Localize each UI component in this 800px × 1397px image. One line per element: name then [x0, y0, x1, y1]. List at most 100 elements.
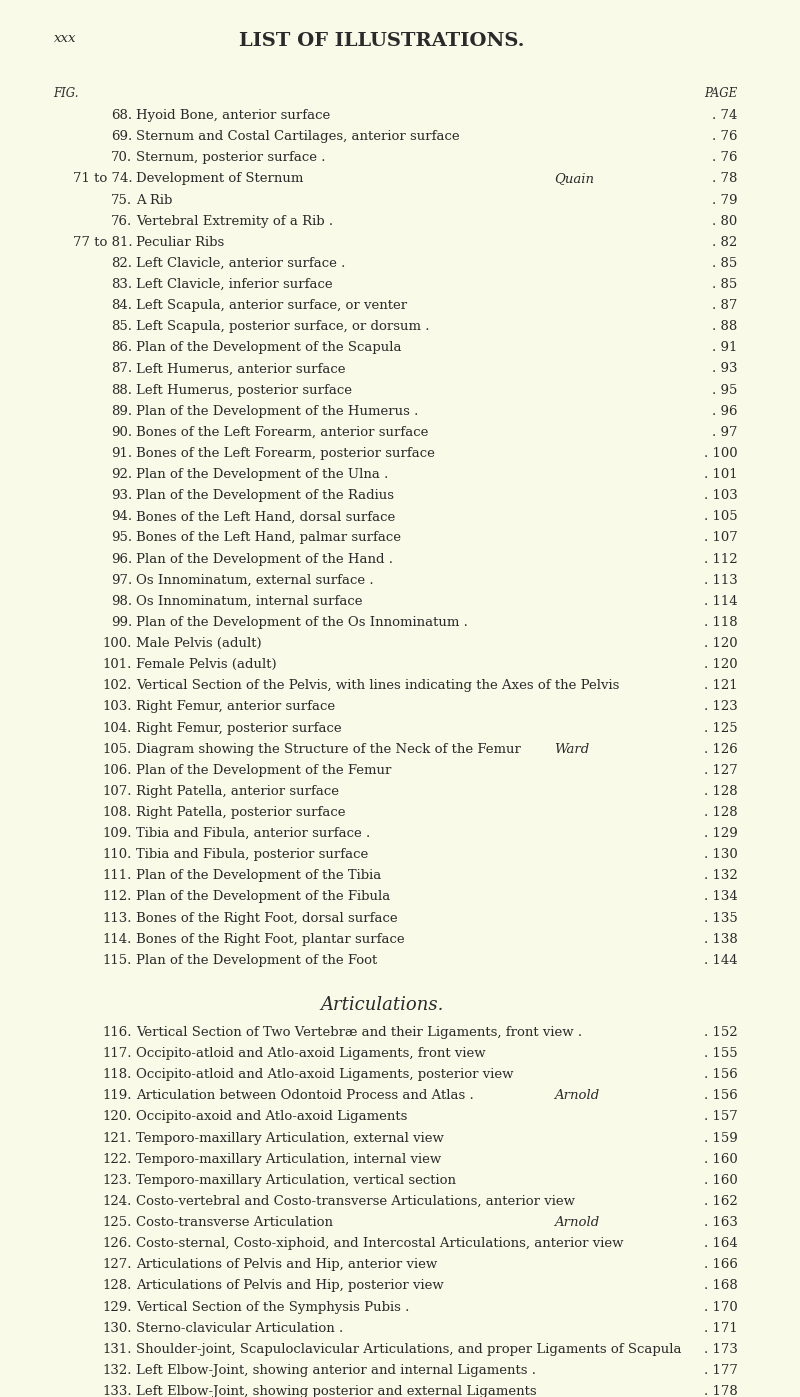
- Text: Temporo-maxillary Articulation, external view: Temporo-maxillary Articulation, external…: [136, 1132, 444, 1144]
- Text: Sternum, posterior surface .: Sternum, posterior surface .: [136, 151, 326, 165]
- Text: Costo-sternal, Costo-xiphoid, and Intercostal Articulations, anterior view: Costo-sternal, Costo-xiphoid, and Interc…: [136, 1238, 623, 1250]
- Text: Diagram showing the Structure of the Neck of the Femur: Diagram showing the Structure of the Nec…: [136, 743, 521, 756]
- Text: . 100: . 100: [704, 447, 738, 460]
- Text: Plan of the Development of the Fibula: Plan of the Development of the Fibula: [136, 890, 390, 904]
- Text: Left Humerus, posterior surface: Left Humerus, posterior surface: [136, 384, 352, 397]
- Text: Costo-vertebral and Costo-transverse Articulations, anterior view: Costo-vertebral and Costo-transverse Art…: [136, 1194, 575, 1208]
- Text: . 156: . 156: [704, 1069, 738, 1081]
- Text: Plan of the Development of the Ulna .: Plan of the Development of the Ulna .: [136, 468, 388, 481]
- Text: 101.: 101.: [103, 658, 132, 671]
- Text: . 76: . 76: [712, 151, 738, 165]
- Text: 108.: 108.: [103, 806, 132, 819]
- Text: 86.: 86.: [111, 341, 132, 355]
- Text: 118.: 118.: [103, 1069, 132, 1081]
- Text: . 160: . 160: [704, 1153, 738, 1165]
- Text: 68.: 68.: [111, 109, 132, 122]
- Text: Sterno-clavicular Articulation .: Sterno-clavicular Articulation .: [136, 1322, 343, 1334]
- Text: 119.: 119.: [102, 1090, 132, 1102]
- Text: Right Femur, posterior surface: Right Femur, posterior surface: [136, 721, 342, 735]
- Text: 122.: 122.: [103, 1153, 132, 1165]
- Text: Left Elbow-Joint, showing posterior and external Ligaments: Left Elbow-Joint, showing posterior and …: [136, 1384, 537, 1397]
- Text: Left Elbow-Joint, showing anterior and internal Ligaments .: Left Elbow-Joint, showing anterior and i…: [136, 1363, 536, 1377]
- Text: Right Patella, anterior surface: Right Patella, anterior surface: [136, 785, 339, 798]
- Text: Vertebral Extremity of a Rib .: Vertebral Extremity of a Rib .: [136, 215, 333, 228]
- Text: 94.: 94.: [111, 510, 132, 524]
- Text: 128.: 128.: [103, 1280, 132, 1292]
- Text: Occipito-atloid and Atlo-axoid Ligaments, front view: Occipito-atloid and Atlo-axoid Ligaments…: [136, 1048, 486, 1060]
- Text: Hyoid Bone, anterior surface: Hyoid Bone, anterior surface: [136, 109, 330, 122]
- Text: . 144: . 144: [704, 954, 738, 967]
- Text: Development of Sternum: Development of Sternum: [136, 172, 303, 186]
- Text: . 126: . 126: [704, 743, 738, 756]
- Text: . 127: . 127: [704, 764, 738, 777]
- Text: . 120: . 120: [704, 637, 738, 650]
- Text: A Rib: A Rib: [136, 194, 172, 207]
- Text: Articulations of Pelvis and Hip, posterior view: Articulations of Pelvis and Hip, posteri…: [136, 1280, 444, 1292]
- Text: Tibia and Fibula, anterior surface .: Tibia and Fibula, anterior surface .: [136, 827, 370, 840]
- Text: 96.: 96.: [111, 553, 132, 566]
- Text: Vertical Section of the Symphysis Pubis .: Vertical Section of the Symphysis Pubis …: [136, 1301, 410, 1313]
- Text: . 78: . 78: [712, 172, 738, 186]
- Text: 116.: 116.: [102, 1025, 132, 1039]
- Text: 88.: 88.: [111, 384, 132, 397]
- Text: 93.: 93.: [111, 489, 132, 502]
- Text: . 138: . 138: [704, 933, 738, 946]
- Text: . 129: . 129: [704, 827, 738, 840]
- Text: . 155: . 155: [704, 1048, 738, 1060]
- Text: Vertical Section of the Pelvis, with lines indicating the Axes of the Pelvis: Vertical Section of the Pelvis, with lin…: [136, 679, 619, 693]
- Text: 106.: 106.: [102, 764, 132, 777]
- Text: Tibia and Fibula, posterior surface: Tibia and Fibula, posterior surface: [136, 848, 368, 861]
- Text: Occipito-axoid and Atlo-axoid Ligaments: Occipito-axoid and Atlo-axoid Ligaments: [136, 1111, 407, 1123]
- Text: 76.: 76.: [111, 215, 132, 228]
- Text: Costo-transverse Articulation: Costo-transverse Articulation: [136, 1215, 333, 1229]
- Text: . 125: . 125: [704, 721, 738, 735]
- Text: Left Clavicle, inferior surface: Left Clavicle, inferior surface: [136, 278, 333, 291]
- Text: 117.: 117.: [102, 1048, 132, 1060]
- Text: LIST OF ILLUSTRATIONS.: LIST OF ILLUSTRATIONS.: [239, 32, 525, 50]
- Text: . 114: . 114: [704, 595, 738, 608]
- Text: 120.: 120.: [103, 1111, 132, 1123]
- Text: 125.: 125.: [103, 1215, 132, 1229]
- Text: . 105: . 105: [704, 510, 738, 524]
- Text: 103.: 103.: [102, 700, 132, 714]
- Text: Plan of the Development of the Foot: Plan of the Development of the Foot: [136, 954, 378, 967]
- Text: 102.: 102.: [103, 679, 132, 693]
- Text: 69.: 69.: [111, 130, 132, 142]
- Text: Articulation between Odontoid Process and Atlas .: Articulation between Odontoid Process an…: [136, 1090, 474, 1102]
- Text: . 96: . 96: [712, 405, 738, 418]
- Text: 131.: 131.: [102, 1343, 132, 1356]
- Text: . 178: . 178: [704, 1384, 738, 1397]
- Text: Shoulder-joint, Scapuloclavicular Articulations, and proper Ligaments of Scapula: Shoulder-joint, Scapuloclavicular Articu…: [136, 1343, 682, 1356]
- Text: . 123: . 123: [704, 700, 738, 714]
- Text: Articulations.: Articulations.: [320, 996, 444, 1014]
- Text: . 113: . 113: [704, 574, 738, 587]
- Text: . 128: . 128: [704, 785, 738, 798]
- Text: Left Clavicle, anterior surface .: Left Clavicle, anterior surface .: [136, 257, 346, 270]
- Text: . 87: . 87: [712, 299, 738, 312]
- Text: Right Femur, anterior surface: Right Femur, anterior surface: [136, 700, 335, 714]
- Text: Os Innominatum, internal surface: Os Innominatum, internal surface: [136, 595, 362, 608]
- Text: . 91: . 91: [712, 341, 738, 355]
- Text: 109.: 109.: [102, 827, 132, 840]
- Text: 130.: 130.: [102, 1322, 132, 1334]
- Text: 92.: 92.: [111, 468, 132, 481]
- Text: Plan of the Development of the Scapula: Plan of the Development of the Scapula: [136, 341, 402, 355]
- Text: Ward: Ward: [554, 743, 590, 756]
- Text: Vertical Section of Two Vertebræ and their Ligaments, front view .: Vertical Section of Two Vertebræ and the…: [136, 1025, 582, 1039]
- Text: . 128: . 128: [704, 806, 738, 819]
- Text: . 157: . 157: [704, 1111, 738, 1123]
- Text: . 79: . 79: [712, 194, 738, 207]
- Text: . 173: . 173: [703, 1343, 738, 1356]
- Text: . 97: . 97: [712, 426, 738, 439]
- Text: Male Pelvis (adult): Male Pelvis (adult): [136, 637, 262, 650]
- Text: 112.: 112.: [103, 890, 132, 904]
- Text: 124.: 124.: [103, 1194, 132, 1208]
- Text: Plan of the Development of the Humerus .: Plan of the Development of the Humerus .: [136, 405, 418, 418]
- Text: 100.: 100.: [103, 637, 132, 650]
- Text: 111.: 111.: [103, 869, 132, 883]
- Text: . 162: . 162: [704, 1194, 738, 1208]
- Text: . 171: . 171: [704, 1322, 738, 1334]
- Text: Left Scapula, anterior surface, or venter: Left Scapula, anterior surface, or vente…: [136, 299, 407, 312]
- Text: Temporo-maxillary Articulation, internal view: Temporo-maxillary Articulation, internal…: [136, 1153, 442, 1165]
- Text: . 85: . 85: [712, 278, 738, 291]
